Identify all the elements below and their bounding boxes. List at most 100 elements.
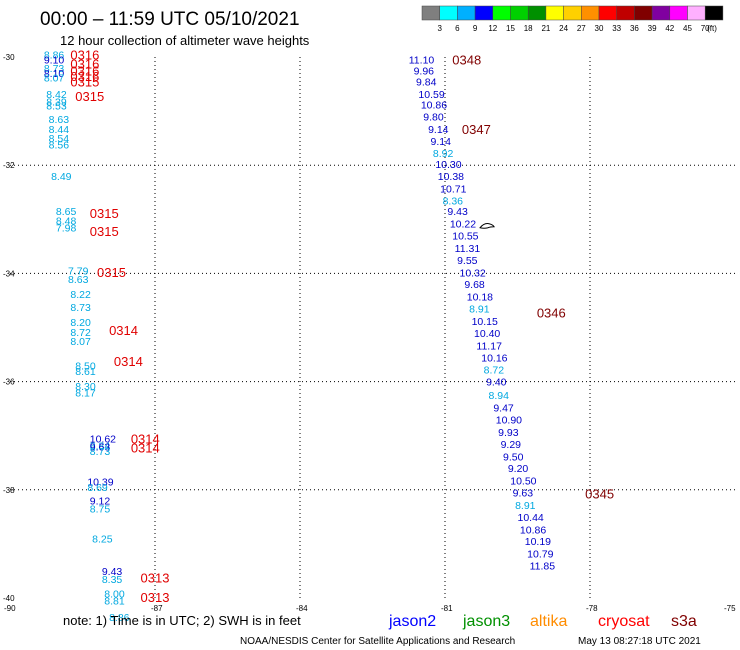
map-title: 00:00 – 11:59 UTC 05/10/2021 <box>40 9 300 30</box>
legend-label: 27 <box>577 24 586 33</box>
swh-observation: 10.86 <box>421 100 447 112</box>
swh-observation: 9.43 <box>447 206 468 218</box>
swh-observation: 9.14 <box>431 136 452 148</box>
swh-observation: 9.80 <box>423 112 444 124</box>
swh-observation: 8.75 <box>90 504 111 516</box>
swh-observation: 10.39 <box>87 477 113 489</box>
time-label: 0313 <box>141 590 170 605</box>
swh-observation: 10.50 <box>510 476 536 488</box>
legend-label: 12 <box>488 24 497 33</box>
swh-observation: 9.47 <box>493 403 514 415</box>
swh-observation: 9.43 <box>102 566 123 578</box>
legend-label: 24 <box>559 24 568 33</box>
lon-tick-label: -75 <box>724 604 736 613</box>
observations-layer: 8.869.108.738.108.078.428.398.538.638.44… <box>44 49 555 624</box>
swh-observation: 11.17 <box>476 340 502 352</box>
legend-swatch <box>598 5 617 21</box>
legend-swatch <box>634 5 653 21</box>
swh-observation: 8.65 <box>56 206 77 218</box>
swh-observation: 8.54 <box>49 133 70 145</box>
lon-tick-label: -87 <box>151 604 163 613</box>
satellite-legend: jason2 jason3 altika cryosat s3a <box>388 613 697 630</box>
legend-swatch <box>616 5 635 21</box>
legend-swatch <box>581 5 600 21</box>
swh-observation: 9.14 <box>428 124 449 136</box>
swh-observation: 7.79 <box>68 266 89 278</box>
swh-observation: 10.59 <box>418 89 444 101</box>
legend-swatch <box>492 5 511 21</box>
satellite-label-jason2: jason2 <box>388 613 436 630</box>
lon-tick-label: -78 <box>586 604 598 613</box>
time-label: 0346 <box>537 305 566 320</box>
axis-ticks: -90 -87 -84 -81 -78 -75 -30 -32 -34 -36 -38 -40 <box>3 53 736 613</box>
swh-observation: 8.72 <box>484 365 505 377</box>
legend-label: 70 <box>701 24 710 33</box>
legend-swatch <box>474 5 494 21</box>
swh-observation: 10.44 <box>518 512 544 524</box>
swh-observation: 8.00 <box>104 589 125 601</box>
swh-observation: 8.48 <box>56 215 77 227</box>
swh-observation: 8.17 <box>75 387 96 399</box>
satellite-label-altika: altika <box>530 613 567 630</box>
legend-swatch <box>421 5 440 21</box>
swh-observation: 11.31 <box>455 243 481 255</box>
swh-observation: 8.50 <box>75 360 96 372</box>
time-label: 0315 <box>97 265 126 280</box>
legend-swatch <box>545 5 564 21</box>
legend-label: 15 <box>506 24 515 33</box>
color-legend: 3 6 9 12 15 18 21 24 27 30 33 36 39 42 45 70(ft) <box>421 5 724 33</box>
swh-observation: 8.35 <box>102 574 123 586</box>
swh-observation: 9.12 <box>90 496 111 508</box>
legend-label: 45 <box>683 24 692 33</box>
swh-observation: 8.07 <box>44 73 65 85</box>
lat-tick-label: -38 <box>3 486 15 495</box>
swh-observation: 8.73 <box>90 446 111 458</box>
swh-observation: 9.63 <box>513 488 534 500</box>
time-label: 0316 <box>70 56 99 71</box>
island-shape <box>479 223 495 229</box>
time-label: 0315 <box>75 89 104 104</box>
swh-observation: 8.81 <box>104 596 125 608</box>
satellite-label-jason3: jason3 <box>462 613 510 630</box>
footer-credit: NOAA/NESDIS Center for Satellite Applica… <box>240 636 515 647</box>
time-label: 0345 <box>585 487 614 502</box>
swh-observation: 10.32 <box>460 267 486 279</box>
time-label: 0314 <box>114 354 143 369</box>
swh-observation: 8.69 <box>87 482 108 494</box>
lat-tick-label: -40 <box>3 594 15 603</box>
swh-observation: 8.73 <box>70 302 91 314</box>
swh-observation: 10.18 <box>467 292 493 304</box>
swh-observation: 8.42 <box>46 89 67 101</box>
lat-tick-label: -34 <box>3 269 15 278</box>
legend-unit: (ft) <box>707 24 717 33</box>
swh-observation: 8.53 <box>46 101 67 113</box>
swh-observation: 9.40 <box>486 377 507 389</box>
swh-observation: 9.84 <box>416 76 437 88</box>
swh-observation: 8.22 <box>70 289 91 301</box>
swh-observation: 8.20 <box>70 317 91 329</box>
map-subtitle: 12 hour collection of altimeter wave hei… <box>60 33 310 48</box>
swh-observation: 10.38 <box>438 171 464 183</box>
swh-observation: 8.92 <box>433 148 454 160</box>
swh-observation: 10.62 <box>90 433 116 445</box>
time-label: 0315 <box>90 206 119 221</box>
swh-observation: 9.96 <box>414 66 435 78</box>
swh-observation: 9.50 <box>503 451 524 463</box>
map-grid <box>10 57 735 598</box>
legend-label: 18 <box>524 24 533 33</box>
swh-observation: 8.30 <box>75 381 96 393</box>
swh-observation: 9.29 <box>501 439 522 451</box>
time-label: 0314 <box>109 323 138 338</box>
swh-observation: 8.94 <box>489 390 510 402</box>
legend-label: 6 <box>455 24 460 33</box>
swh-observation: 7.98 <box>56 222 77 234</box>
swh-observation: 9.93 <box>498 427 519 439</box>
legend-label: 33 <box>612 24 621 33</box>
legend-swatch <box>651 5 671 21</box>
swh-observation: 10.22 <box>450 219 476 231</box>
legend-label: 9 <box>473 24 478 33</box>
swh-observation: 11.85 <box>530 561 556 573</box>
time-label: 0316 <box>70 64 99 79</box>
swh-observation: 10.15 <box>472 316 498 328</box>
